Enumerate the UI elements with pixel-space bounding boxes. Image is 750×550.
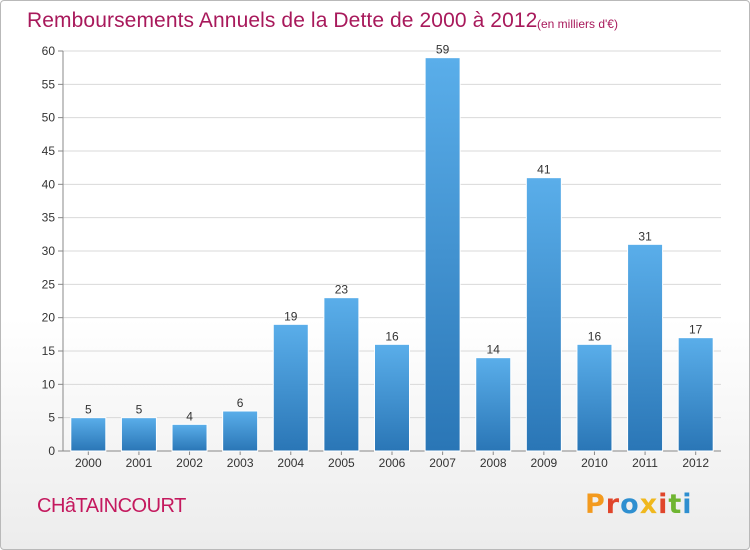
y-tick-label: 55: [42, 77, 56, 91]
y-tick-label: 5: [48, 411, 55, 425]
logo-letter: r: [605, 489, 621, 520]
proxiti-logo[interactable]: Proxiti: [585, 489, 693, 520]
value-label-2004: 19: [284, 309, 298, 323]
y-tick-label: 50: [42, 111, 56, 125]
bar-2005: [323, 297, 360, 452]
commune-name: CHâTAINCOURT: [37, 495, 186, 517]
y-tick-label: 15: [42, 344, 56, 358]
x-tick-label: 2011: [632, 456, 658, 470]
bar-2000: [70, 417, 107, 452]
chart-title: Remboursements Annuels de la Dette de 20…: [27, 9, 538, 32]
y-tick-label: 20: [42, 311, 56, 325]
bar-2006: [374, 343, 410, 452]
x-tick-label: 2008: [480, 456, 507, 470]
x-tick-label: 2001: [126, 456, 153, 470]
value-labels: 5 5 4 6 19 23 16 59 14 41 16 31 17: [85, 43, 703, 424]
y-tick-label: 10: [42, 377, 56, 391]
value-label-2012: 17: [689, 323, 703, 337]
logo-letter: P: [585, 489, 606, 520]
bar-2001: [120, 417, 157, 452]
value-label-2006: 16: [385, 329, 399, 343]
y-tick-label: 30: [42, 244, 56, 258]
logo-letter: t: [668, 489, 683, 520]
value-label-2002: 4: [186, 409, 193, 423]
logo-letter: o: [620, 489, 640, 520]
bar-2003: [222, 410, 259, 452]
logo-letter: x: [639, 489, 659, 520]
value-label-2011: 31: [638, 229, 652, 243]
chart-subtitle: (en milliers d'€): [537, 17, 618, 31]
x-tick-label: 2012: [682, 456, 709, 470]
logo-letter: i: [682, 489, 693, 520]
value-label-2010: 16: [588, 329, 602, 343]
value-label-2007: 59: [436, 43, 450, 57]
value-label-2008: 14: [487, 343, 501, 357]
x-tick-label: 2005: [328, 456, 355, 470]
bar-2011: [627, 243, 664, 452]
y-tick-label: 35: [42, 211, 56, 225]
bars: [70, 57, 714, 452]
value-label-2003: 6: [237, 396, 244, 410]
y-tick-label: 45: [42, 144, 56, 158]
x-tick-label: 2002: [176, 456, 203, 470]
value-label-2005: 23: [335, 283, 349, 297]
y-tick-label: 0: [48, 444, 55, 458]
bar-2012: [677, 337, 714, 452]
y-tick-label: 40: [42, 177, 56, 191]
x-tick-label: 2009: [530, 456, 557, 470]
x-tick-label: 2010: [581, 456, 608, 470]
x-tick-label: 2006: [379, 456, 406, 470]
x-tick-label: 2003: [227, 456, 254, 470]
bar-2009: [525, 177, 562, 452]
value-label-2001: 5: [136, 403, 143, 417]
y-tick-label: 60: [42, 44, 56, 58]
bar-2008: [475, 357, 512, 452]
x-tick-label: 2007: [429, 456, 456, 470]
bar-2007: [424, 57, 461, 452]
x-tick-label: 2000: [75, 456, 102, 470]
logo-letter: i: [658, 489, 669, 520]
bar-2010: [576, 343, 613, 452]
bar-2004: [272, 323, 309, 452]
bar-2002: [171, 423, 208, 452]
x-tick-label: 2004: [277, 456, 304, 470]
value-label-2009: 41: [537, 163, 551, 177]
value-label-2000: 5: [85, 403, 92, 417]
y-tick-label: 25: [42, 277, 56, 291]
